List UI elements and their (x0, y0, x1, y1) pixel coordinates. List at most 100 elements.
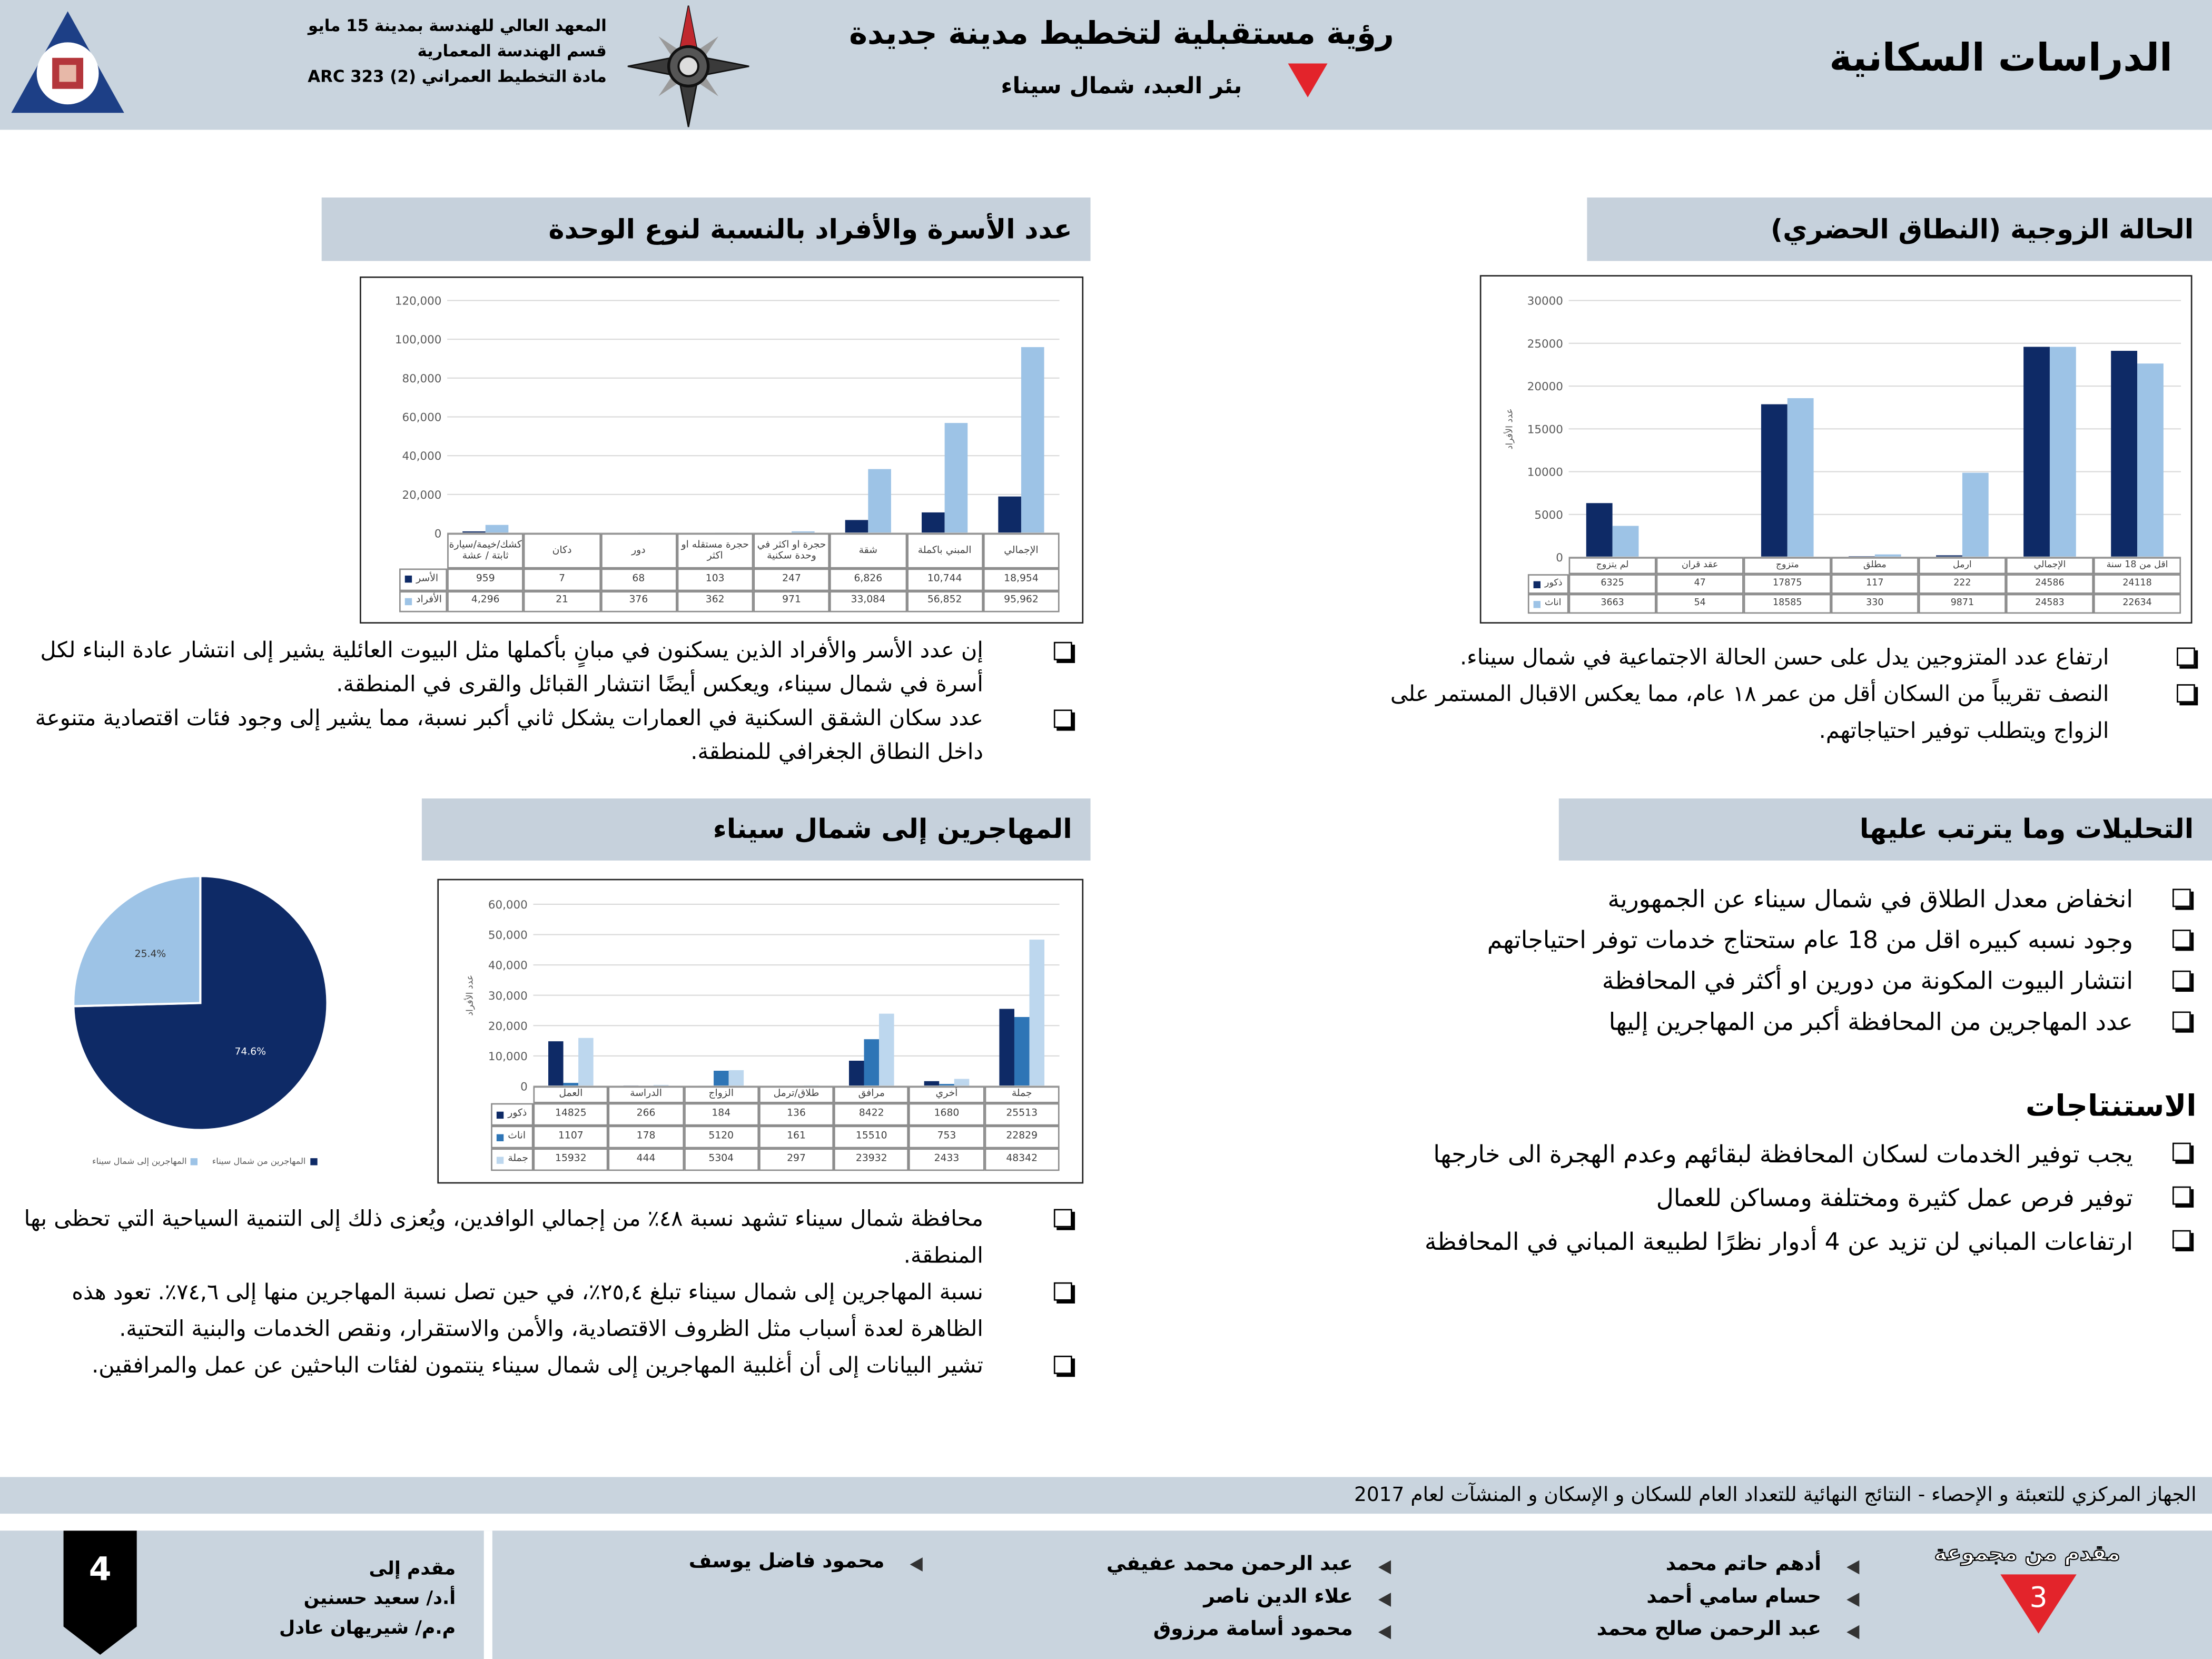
bullet-list: يجب توفير الخدمات لسكان المحافظة لبقائهم… (1330, 1134, 2191, 1266)
y-tick-label: 0 (434, 528, 442, 541)
y-tick-label: 25000 (1527, 338, 1563, 351)
bar (1962, 472, 1989, 558)
table-value: 22634 (2093, 594, 2181, 614)
table-category: ارمل (1918, 557, 2006, 575)
bar (879, 1013, 894, 1087)
table-value: 17875 (1743, 574, 1831, 594)
table-category: الزواج (683, 1086, 759, 1103)
table-category: مطلق (1831, 557, 1919, 575)
bullet-text: ارتفاع عدد المتزوجين يدل على حسن الحالة … (1459, 645, 2109, 670)
table-value: 222 (1918, 574, 2006, 594)
bullet-box (2172, 1230, 2191, 1249)
table-value: 15932 (533, 1148, 609, 1171)
bullet-item: ارتفاع عدد المتزوجين يدل على حسن الحالة … (1377, 639, 2195, 676)
bullet-text: وجود نسبه كبيره اقل من 18 عام ستحتاج خدم… (1487, 926, 2133, 955)
bar (939, 1084, 954, 1087)
bar (1014, 1017, 1030, 1087)
bar (2023, 347, 2050, 558)
legend-label: اناث (508, 1130, 526, 1142)
y-tick-label: 0 (1556, 551, 1563, 565)
table-value: 9871 (1918, 594, 2006, 614)
student-name: عبد الرحمن محمد عفيفي (1106, 1553, 1353, 1576)
legend-swatch (404, 576, 412, 583)
bullet-text: عدد المهاجرين من المحافظة أكبر من المهاج… (1608, 1009, 2133, 1037)
arrow-icon (1846, 1625, 1860, 1640)
table-value: 22829 (984, 1125, 1060, 1149)
bar (1586, 503, 1613, 558)
bullet-item: عدد سكان الشقق السكنية في العمارات يشكل … (21, 701, 1072, 769)
table-value: 24583 (2006, 594, 2094, 614)
table-category: دكان (524, 533, 600, 569)
y-tick-label: 5000 (1534, 509, 1563, 522)
slice-label: 25.4% (135, 949, 166, 960)
table-category: الدراسة (608, 1086, 684, 1103)
legend-label: اناث (1545, 597, 1562, 609)
arrow-icon (1378, 1593, 1391, 1607)
bullet-box (2172, 1186, 2191, 1205)
red-marker (1288, 63, 1328, 97)
bar (792, 531, 815, 534)
arrow-icon (1378, 1560, 1391, 1575)
y-tick-label: 40,000 (488, 959, 528, 972)
student-name: عبد الرحمن صالح محمد (1596, 1618, 1822, 1641)
table-category: المبني باكملة (906, 533, 983, 569)
institute-line: مادة التخطيط العمراني (2) ARC 323 (308, 66, 607, 86)
student-row: أدهم حاتم محمد (1597, 1553, 1860, 1586)
legend-cell: الأسر (399, 568, 448, 590)
y-tick-label: 40,000 (402, 450, 441, 463)
bar (998, 496, 1021, 534)
bullet-box (2172, 1142, 2191, 1161)
bullet-item: إن عدد الأسر والأفراد الذين يسكنون في مب… (21, 634, 1072, 702)
table-value: 753 (909, 1125, 984, 1149)
table-category: لم يتزوج (1568, 557, 1656, 575)
student-name: حسام سامي أحمد (1646, 1585, 1822, 1608)
bar (999, 1009, 1014, 1087)
table-category: جملة (984, 1086, 1060, 1103)
y-axis-title: عدد الأفراد (1503, 408, 1515, 449)
chart-plot: 0 20,000 40,000 60,000 80,000 100,000 120,000 (395, 295, 1060, 541)
student-name: علاء الدين ناصر (1203, 1585, 1353, 1608)
legend-swatch (1533, 580, 1540, 588)
bar (864, 1039, 880, 1087)
bar (728, 1070, 744, 1087)
bar (848, 1060, 864, 1087)
student-row: علاء الدين ناصر (1107, 1586, 1391, 1618)
legend-item: المهاجرين إلى شمال سيناء (92, 1157, 198, 1167)
bar (2049, 347, 2076, 558)
page-badge (63, 1530, 137, 1655)
bar (1936, 555, 1962, 558)
student-column: أدهم حاتم محمد حسام سامي أحمد عبد الرحمن… (1597, 1553, 1860, 1651)
table-value: 161 (758, 1125, 834, 1149)
table-value: 6,826 (829, 568, 906, 590)
bullet-item: توفير فرص عمل كثيرة ومختلفة ومساكن للعما… (1330, 1178, 2191, 1222)
table-category: متزوج (1743, 557, 1831, 575)
legend-cell: ذكور (1527, 574, 1569, 594)
legend-cell: الأفراد (399, 590, 448, 613)
y-tick-label: 100,000 (395, 333, 442, 347)
legend-label: الأسر (416, 572, 439, 584)
legend-swatch (496, 1133, 504, 1141)
bar (944, 423, 968, 534)
bullet-box (2177, 647, 2195, 666)
y-tick-label: 20,000 (488, 1020, 528, 1033)
bullet-item: تشير البيانات إلى أن أغلبية المهاجرين إل… (7, 1347, 1072, 1384)
project-subtitle: بئر العبد، شمال سيناء (1001, 72, 1242, 99)
compass-logo (627, 5, 749, 127)
bullet-text: عدد سكان الشقق السكنية في العمارات يشكل … (35, 705, 983, 765)
chart-frame: 0 10,000 20,000 30,000 40,000 50,000 60,000 عدد… (437, 878, 1084, 1184)
table-category: شقة (829, 533, 906, 569)
table-value: 4,296 (447, 590, 524, 613)
bar (485, 525, 509, 534)
institute-block: المعهد العالي للهندسة بمدينة 15 مايو قسم… (308, 13, 606, 89)
chart-plot: 0 10,000 20,000 30,000 40,000 50,000 60,000 عدد… (463, 898, 1060, 1094)
legend-label: الأفراد (416, 594, 442, 606)
table-value: 8422 (834, 1103, 910, 1126)
group-number: 3 (2029, 1579, 2048, 1614)
bullet-item: محافظة شمال سيناء تشهد نسبة ٤٨٪ من إجمال… (7, 1200, 1072, 1273)
table-value: 178 (608, 1125, 684, 1149)
table-category: الإجمالي (983, 533, 1060, 569)
table-value: 266 (608, 1103, 684, 1126)
footer-separator (483, 1530, 492, 1659)
table-value: 33,084 (829, 590, 906, 613)
bar (845, 520, 868, 534)
